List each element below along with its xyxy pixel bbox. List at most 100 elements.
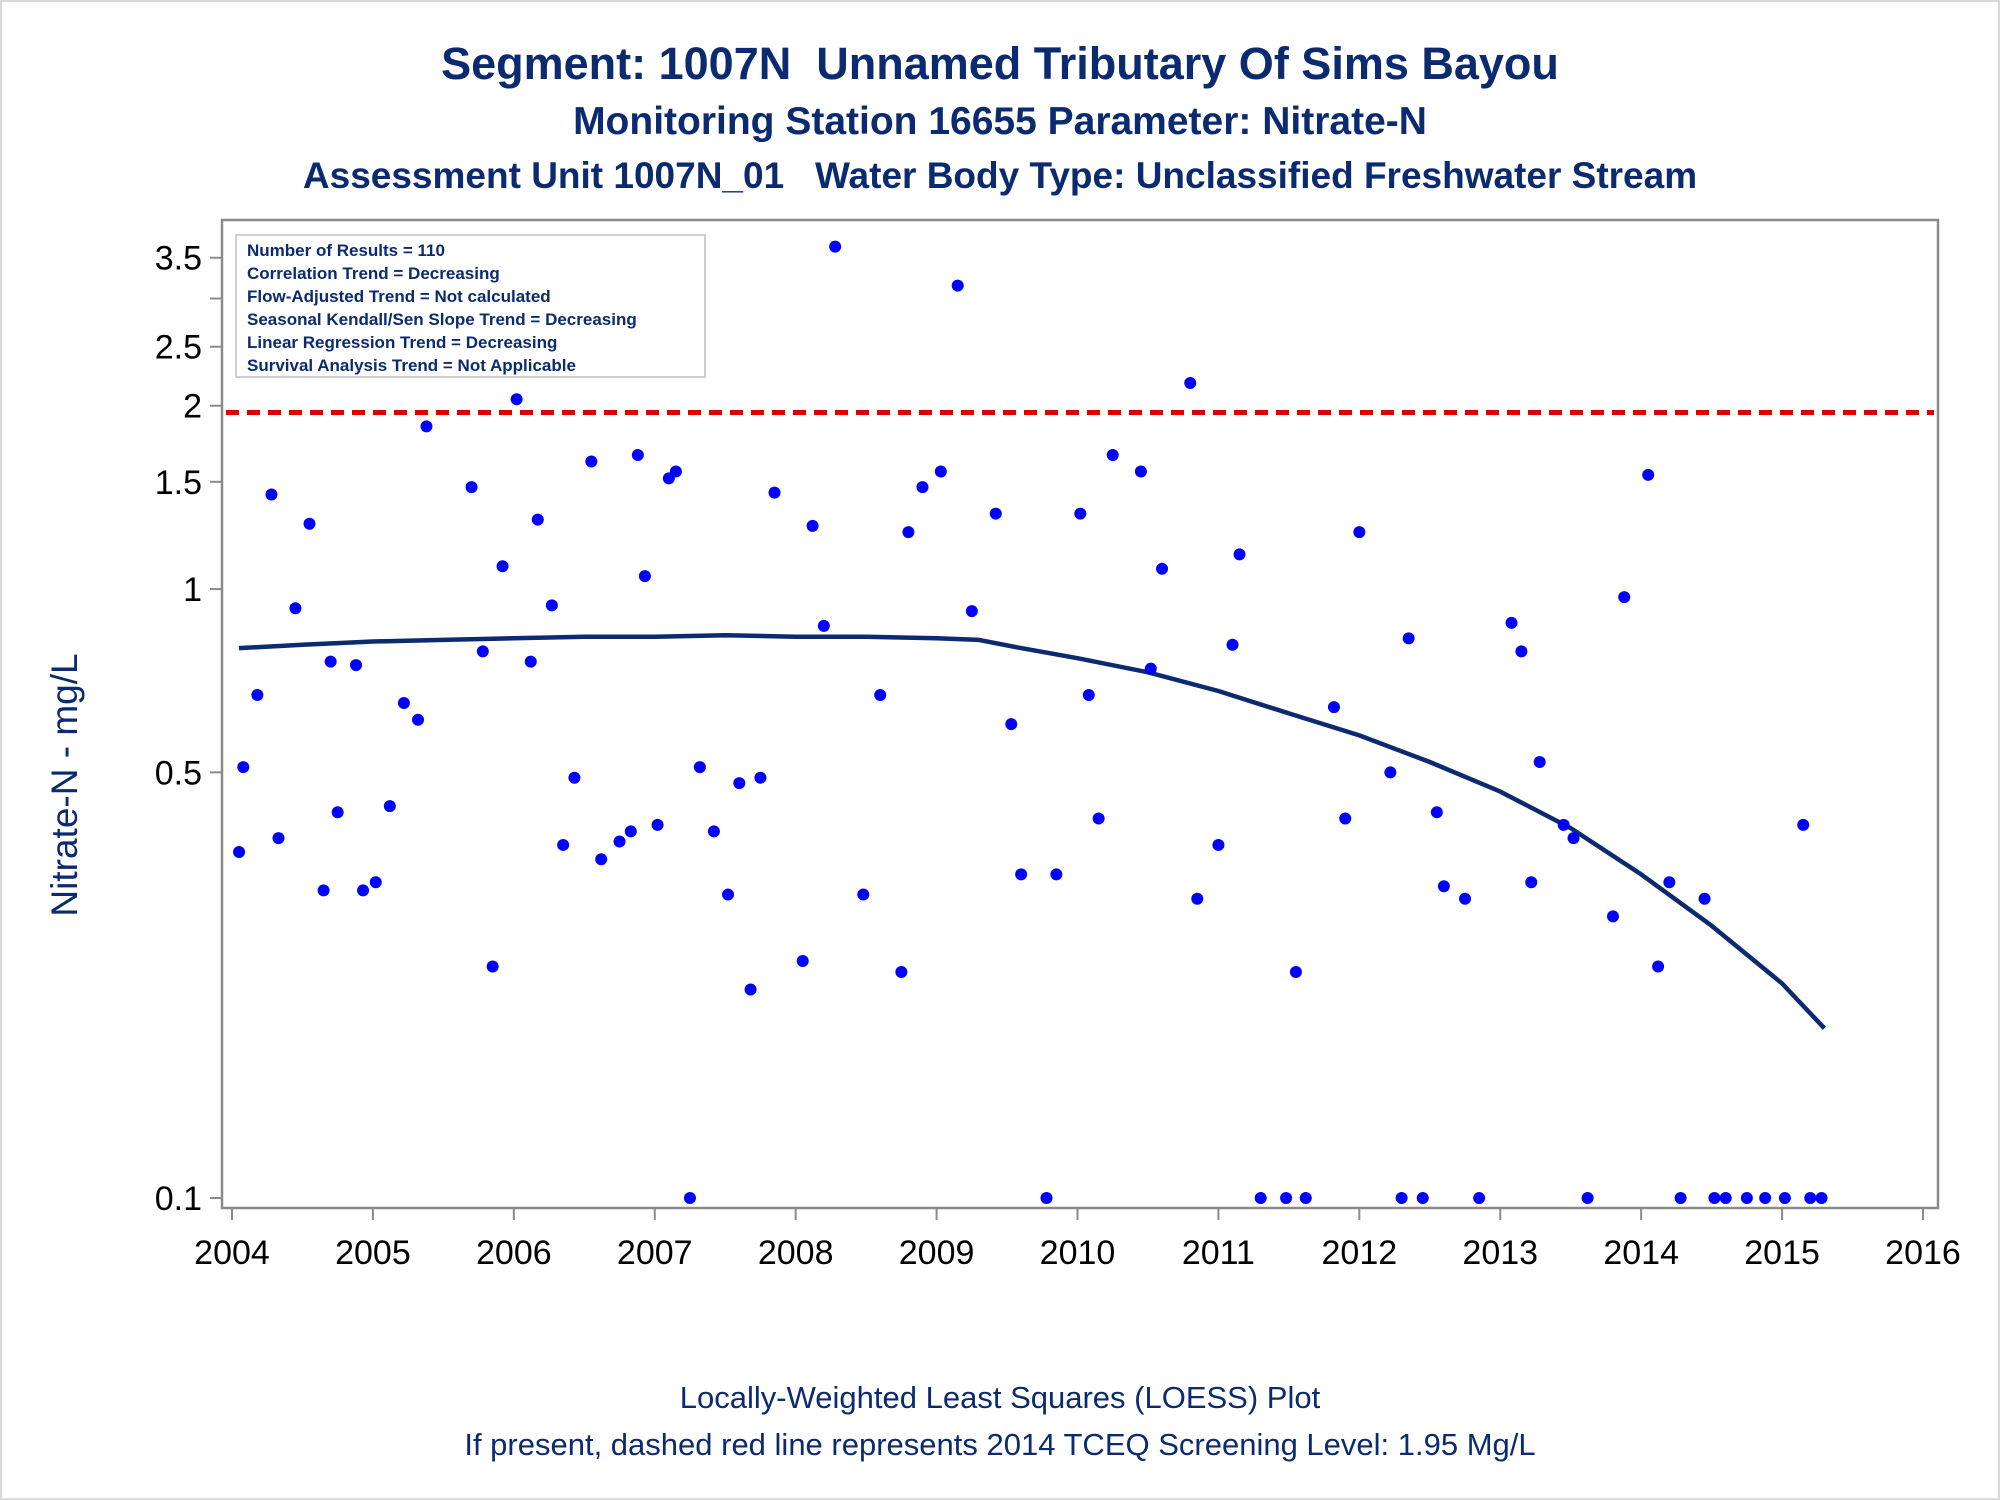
data-point xyxy=(1254,1192,1267,1204)
data-point xyxy=(412,713,425,726)
data-point xyxy=(331,806,344,819)
data-point xyxy=(1437,880,1450,893)
x-tick-label: 2014 xyxy=(1603,1234,1679,1272)
data-point xyxy=(1581,1192,1594,1204)
data-point xyxy=(857,888,870,901)
data-point xyxy=(1473,1192,1486,1204)
x-tick-label: 2007 xyxy=(617,1234,693,1272)
data-point xyxy=(1280,1192,1293,1204)
data-point xyxy=(1533,755,1546,768)
data-point xyxy=(613,835,626,848)
axes-layer: 2004 2005 2006 2007 2008 2009 2010 2011 2012 2013… xyxy=(155,218,1961,1272)
data-point xyxy=(357,884,370,897)
data-point xyxy=(1402,632,1415,645)
data-point xyxy=(1430,806,1443,819)
y-tick-label: 1.5 xyxy=(155,464,202,502)
data-point xyxy=(265,488,278,501)
y-tick-label: 3.5 xyxy=(155,240,202,278)
data-point xyxy=(951,279,964,292)
data-point xyxy=(1618,591,1631,604)
data-point xyxy=(829,240,842,253)
data-point xyxy=(1708,1192,1721,1204)
y-tick-label: 2 xyxy=(183,388,202,426)
data-point xyxy=(722,888,735,901)
legend-entry: Linear Regression Trend = Decreasing xyxy=(247,333,557,352)
data-point xyxy=(707,825,720,838)
data-point xyxy=(733,777,746,790)
data-point xyxy=(638,570,651,583)
data-point xyxy=(1759,1192,1772,1204)
data-point xyxy=(1005,718,1018,731)
x-tick-label: 2013 xyxy=(1462,1234,1538,1272)
data-point xyxy=(693,761,706,774)
data-point xyxy=(272,832,285,845)
data-point xyxy=(1698,892,1711,905)
data-point xyxy=(683,1192,696,1204)
data-point xyxy=(1106,449,1119,462)
data-point xyxy=(476,645,489,658)
data-point xyxy=(895,966,908,979)
data-point xyxy=(568,771,581,784)
data-point xyxy=(289,602,302,615)
footer-method-note: Locally-Weighted Least Squares (LOESS) P… xyxy=(679,1380,1321,1415)
data-point xyxy=(1327,701,1340,714)
data-point xyxy=(1663,876,1676,889)
x-tick-label: 2008 xyxy=(758,1234,834,1272)
data-point xyxy=(369,876,382,889)
data-point xyxy=(1778,1192,1791,1204)
data-point xyxy=(420,420,433,433)
data-point xyxy=(1233,548,1246,561)
x-tick-label: 2011 xyxy=(1182,1234,1255,1272)
x-tick-label: 2009 xyxy=(899,1234,975,1272)
x-tick-label: 2016 xyxy=(1885,1234,1961,1272)
data-point xyxy=(1642,468,1655,481)
data-point xyxy=(1815,1192,1828,1204)
data-point xyxy=(651,818,664,831)
legend-border xyxy=(235,234,706,378)
data-point xyxy=(1416,1192,1429,1204)
data-point xyxy=(496,560,509,573)
data-point xyxy=(1040,1192,1053,1204)
loess-layer xyxy=(238,632,1827,1030)
data-point xyxy=(1606,910,1619,923)
loess-curve xyxy=(238,632,1827,1030)
data-point xyxy=(1567,832,1580,845)
data-point xyxy=(1459,892,1472,905)
legend-entry: Number of Results = 110 xyxy=(247,241,445,260)
data-point xyxy=(595,853,608,866)
data-point xyxy=(251,688,264,701)
points-layer xyxy=(233,240,1828,1204)
data-point xyxy=(1144,662,1157,675)
y-tick-label: 2.5 xyxy=(155,329,202,367)
data-point xyxy=(916,481,929,494)
data-point xyxy=(744,983,757,996)
data-point xyxy=(817,619,830,632)
data-point xyxy=(1074,507,1087,520)
legend-entry: Survival Analysis Trend = Not Applicable xyxy=(247,356,576,375)
x-tick-label: 2005 xyxy=(335,1234,411,1272)
data-point xyxy=(524,655,537,668)
data-point xyxy=(934,465,947,478)
data-point xyxy=(669,465,682,478)
data-point xyxy=(768,486,781,499)
data-point xyxy=(1505,616,1518,629)
data-point xyxy=(1156,562,1169,575)
data-point xyxy=(1384,766,1397,779)
data-point xyxy=(237,761,250,774)
data-point xyxy=(1134,465,1147,478)
data-point xyxy=(796,955,809,968)
data-point xyxy=(1353,526,1366,539)
legend-entry: Seasonal Kendall/Sen Slope Trend = Decre… xyxy=(247,310,637,329)
legend-box: Number of Results = 110 Correlation Trend… xyxy=(235,234,706,378)
data-point xyxy=(1050,868,1063,881)
x-tick-label: 2015 xyxy=(1744,1234,1820,1272)
data-point xyxy=(585,455,598,468)
y-axis-label: Nitrate-N - mg/L xyxy=(44,653,85,916)
legend-entry: Correlation Trend = Decreasing xyxy=(247,264,500,283)
y-tick-label: 1 xyxy=(183,571,202,609)
data-point xyxy=(1299,1192,1312,1204)
x-tick-label: 2004 xyxy=(194,1234,270,1272)
data-point xyxy=(397,696,410,709)
data-point xyxy=(1015,868,1028,881)
data-point xyxy=(1082,688,1095,701)
